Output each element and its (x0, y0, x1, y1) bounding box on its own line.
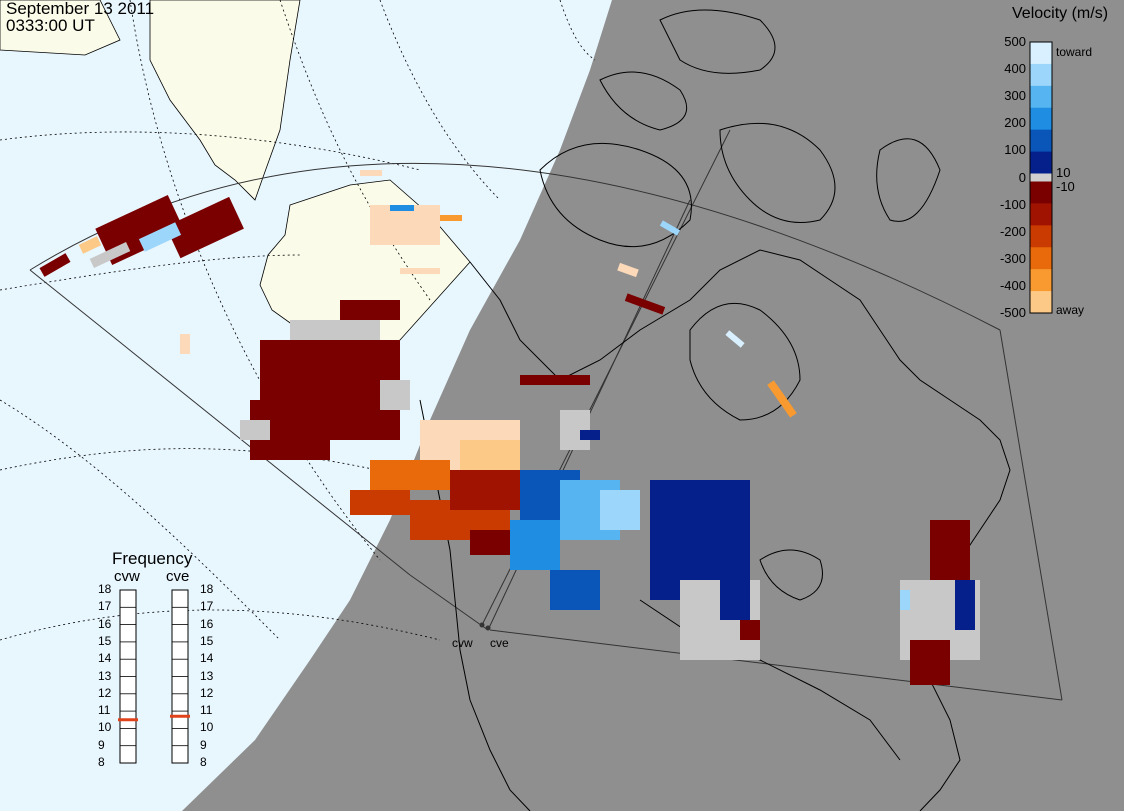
colorbar-toward-band (1030, 129, 1052, 153)
frequency-tick-label-left: 15 (98, 633, 112, 648)
frequency-tick-label-left: 11 (98, 703, 111, 718)
velocity-scale-title: Velocity (m/s) (1012, 5, 1109, 22)
frequency-tick-label-left: 12 (98, 685, 112, 700)
date-label: September 13 2011 (6, 0, 155, 18)
velocity-tick-label: 0 (1018, 169, 1026, 185)
velocity-tick-label: -300 (999, 250, 1026, 266)
station-dot-cvw (479, 622, 485, 628)
frequency-tick-label-right: 9 (200, 737, 207, 752)
colorbar-toward-band (1030, 42, 1052, 65)
frequency-tick-label-left: 16 (98, 616, 112, 631)
colorbar-zero-band (1030, 173, 1052, 182)
radar-code-cvw: cvw (114, 568, 140, 585)
frequency-tick-label-left: 10 (98, 720, 112, 735)
frequency-tick-label-right: 15 (200, 633, 214, 648)
frequency-tick-label-right: 16 (200, 616, 214, 631)
radar-code-cve: cve (166, 568, 190, 585)
frequency-panel (118, 589, 190, 764)
east-asia-land (0, 0, 121, 56)
frequency-tick-label-left: 13 (98, 668, 112, 683)
colorbar-toward-band (1030, 151, 1052, 174)
velocity-tick-label: -200 (999, 223, 1026, 239)
frequency-tick-label-right: 13 (200, 668, 214, 683)
colorbar-away-band (1030, 225, 1052, 248)
colorbar-away-band (1030, 291, 1052, 314)
station-label-cve: cve (490, 636, 509, 650)
frequency-tick-label-right: 11 (200, 703, 213, 718)
velocity-tick-label: -100 (999, 196, 1026, 212)
velocity-tick-label: 100 (1004, 142, 1026, 158)
colorbar-away-band (1030, 181, 1052, 204)
velocity-tick-label: 300 (1004, 88, 1026, 104)
colorbar-toward-band (1030, 107, 1052, 131)
siberia-land (149, 0, 301, 201)
colorbar-border (1029, 41, 1053, 314)
colorbar-away-band (1030, 247, 1052, 270)
frequency-tick-label-right: 17 (200, 599, 214, 614)
colorbar-toward-band (1030, 63, 1052, 87)
frequency-tick-label-right: 14 (200, 651, 214, 666)
time-label: 0333:00 UT (6, 16, 95, 35)
frequency-tick-label-left: 9 (98, 737, 105, 752)
velocity-tick-label: -500 (999, 305, 1026, 320)
frequency-panel-title: Frequency (112, 549, 193, 568)
away-label: away (1056, 303, 1085, 317)
toward-label: toward (1056, 45, 1093, 59)
station-dot-cve (485, 625, 491, 631)
velocity-colorbar (1029, 41, 1053, 314)
frequency-tick-label-left: 8 (98, 755, 105, 769)
frequency-tick-label-right: 12 (200, 685, 214, 700)
colorbar-toward-band (1030, 85, 1052, 109)
frequency-tick-label-right: 8 (200, 755, 207, 769)
station-label-cvw: cvw (452, 636, 473, 650)
velocity-tick-label: 400 (1004, 61, 1026, 77)
frequency-tick-label-left: 14 (98, 651, 112, 666)
velocity-tick-label: 200 (1004, 115, 1026, 131)
velocity-tick-label: 500 (1004, 34, 1026, 49)
night-terminator-region (182, 0, 1124, 811)
velocity-echoes (39, 170, 980, 685)
frequency-tick-label-right: 18 (200, 582, 214, 596)
colorbar-away-band (1030, 269, 1052, 292)
frequency-tick-label-left: 17 (98, 599, 112, 614)
velocity-threshold-label: -10 (1056, 178, 1075, 194)
velocity-threshold-label: 10 (1056, 164, 1071, 180)
frequency-tick-label-right: 10 (200, 720, 214, 735)
colorbar-away-band (1030, 203, 1052, 226)
frequency-tick-label-left: 18 (98, 582, 112, 596)
velocity-tick-label: -400 (999, 277, 1026, 293)
